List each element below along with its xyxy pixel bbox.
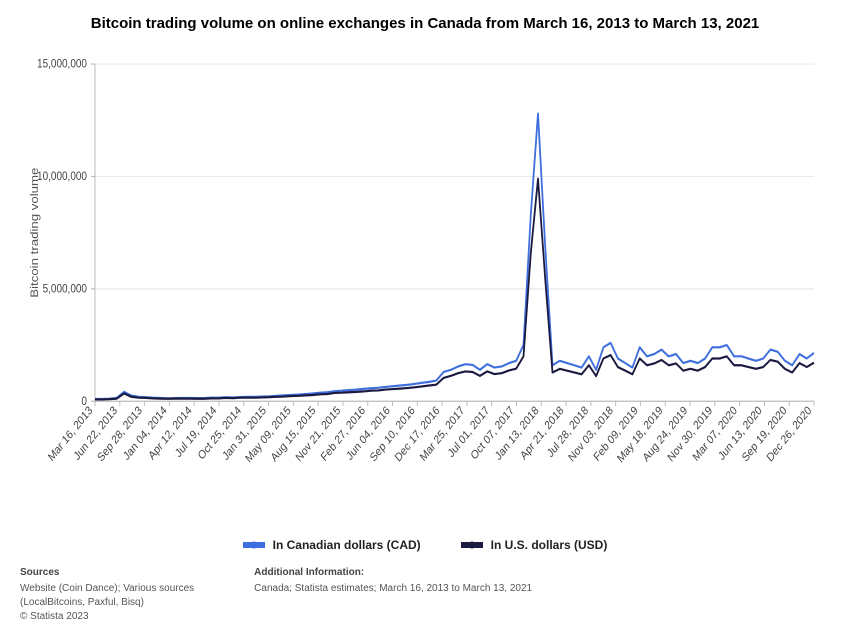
svg-text:15,000,000: 15,000,000 xyxy=(37,58,87,71)
legend: In Canadian dollars (CAD) In U.S. dollar… xyxy=(20,538,830,552)
sources-heading: Sources xyxy=(20,566,194,580)
additional-info-text: Canada; Statista estimates; March 16, 20… xyxy=(254,582,532,596)
sources-block: Sources Website (Coin Dance); Various so… xyxy=(20,566,194,624)
additional-info-heading: Additional Information: xyxy=(254,566,532,580)
sources-line-2: (LocalBitcoins, Paxful, Bisq) xyxy=(20,596,194,610)
legend-label-usd: In U.S. dollars (USD) xyxy=(491,538,608,552)
additional-info-block: Additional Information: Canada; Statista… xyxy=(254,566,532,624)
legend-item-cad: In Canadian dollars (CAD) xyxy=(243,538,421,552)
footer: Sources Website (Coin Dance); Various so… xyxy=(20,566,830,624)
svg-text:Bitcoin trading volume: Bitcoin trading volume xyxy=(28,168,41,298)
legend-item-usd: In U.S. dollars (USD) xyxy=(461,538,608,552)
legend-label-cad: In Canadian dollars (CAD) xyxy=(273,538,421,552)
svg-text:5,000,000: 5,000,000 xyxy=(43,283,87,296)
copyright-text: © Statista 2023 xyxy=(20,610,194,624)
legend-swatch-usd xyxy=(461,542,483,548)
chart-title: Bitcoin trading volume on online exchang… xyxy=(20,14,830,34)
line-chart: 05,000,00010,000,00015,000,000Bitcoin tr… xyxy=(20,52,830,534)
legend-swatch-cad xyxy=(243,542,265,548)
sources-line-1: Website (Coin Dance); Various sources xyxy=(20,582,194,596)
svg-text:10,000,000: 10,000,000 xyxy=(37,171,87,184)
chart-container: Bitcoin trading volume on online exchang… xyxy=(0,0,850,632)
chart-area: 05,000,00010,000,00015,000,000Bitcoin tr… xyxy=(20,52,830,534)
svg-text:Dec 26, 2020: Dec 26, 2020 xyxy=(765,404,814,465)
